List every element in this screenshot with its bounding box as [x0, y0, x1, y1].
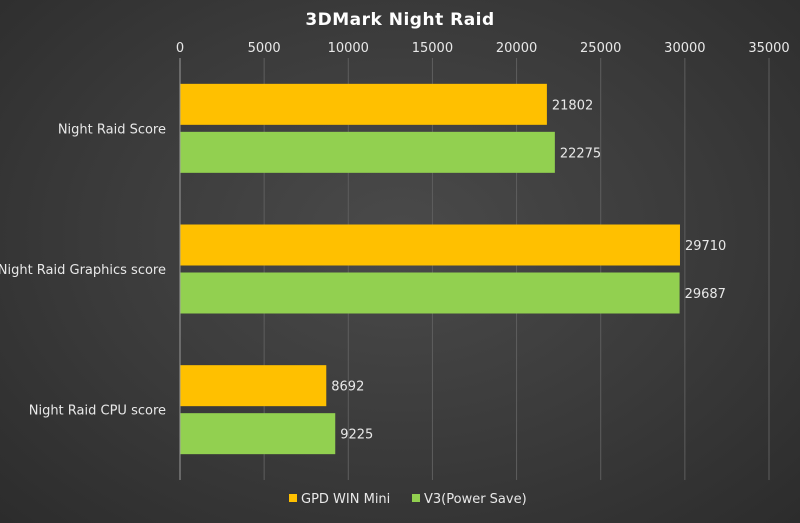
data-label: 22275 [560, 146, 601, 161]
category-label: Night Raid Score [58, 122, 166, 137]
x-tick-label: 5000 [248, 41, 281, 56]
x-tick-label: 10000 [328, 41, 369, 56]
category-label: Night Raid CPU score [29, 404, 166, 419]
x-tick-label: 35000 [748, 41, 789, 56]
data-label: 29687 [685, 287, 726, 302]
legend: GPD WIN Mini V3(Power Save) [289, 492, 527, 507]
x-tick-label: 25000 [580, 41, 621, 56]
data-label: 9225 [340, 428, 373, 443]
x-tick-label: 0 [176, 41, 184, 56]
bar [180, 365, 327, 407]
legend-label: V3(Power Save) [424, 492, 527, 507]
bars [180, 83, 680, 455]
bar [180, 131, 555, 173]
data-label: 29710 [685, 239, 726, 254]
bar [180, 413, 336, 455]
gridlines [263, 58, 770, 480]
x-tick-label: 30000 [664, 41, 705, 56]
data-label: 21802 [552, 98, 593, 113]
bar [180, 272, 680, 314]
data-labels: 21802 22275 29710 29687 8692 9225 [331, 98, 726, 442]
x-axis-ticks: 0 5000 10000 15000 20000 25000 30000 35000 [176, 41, 790, 56]
legend-swatch [412, 494, 420, 502]
chart-title: 3DMark Night Raid [305, 10, 494, 30]
bar [180, 83, 547, 125]
category-labels: Night Raid Score Night Raid Graphics scor… [0, 122, 166, 418]
x-tick-label: 15000 [412, 41, 453, 56]
data-label: 8692 [331, 380, 364, 395]
legend-swatch [289, 494, 297, 502]
x-tick-label: 20000 [496, 41, 537, 56]
legend-label: GPD WIN Mini [301, 492, 390, 507]
bar [180, 224, 680, 266]
category-label: Night Raid Graphics score [0, 263, 166, 278]
